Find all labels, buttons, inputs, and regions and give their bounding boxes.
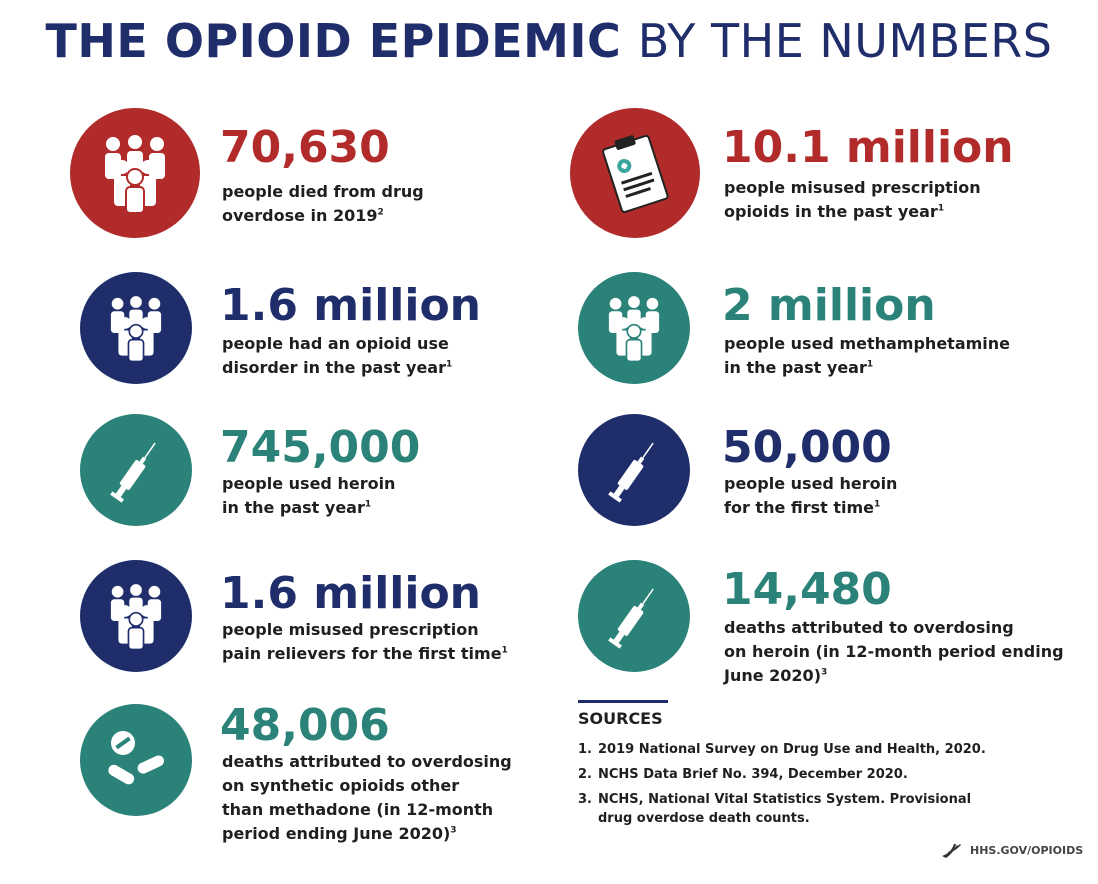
- stat-description: people misused prescription opioids in t…: [724, 178, 981, 221]
- stat-number: 1.6 million: [220, 568, 481, 619]
- sources-heading: SOURCES: [578, 709, 663, 728]
- clipboard-icon: [570, 108, 700, 238]
- stat-description: people had an opioid use disorder in the…: [222, 334, 453, 377]
- people-icon: [80, 560, 192, 672]
- stat-description: people misused prescription pain relieve…: [222, 620, 508, 663]
- stat-number: 2 million: [722, 280, 936, 331]
- footer-text: HHS.GOV/OPIOIDS: [970, 843, 1084, 857]
- people-icon: [80, 272, 192, 384]
- stat-deaths-2019: 70,630 people died from drug overdose in…: [70, 108, 550, 248]
- sources-section: SOURCES 1. 2019 National Survey on Drug …: [578, 700, 1038, 834]
- hhs-eagle-icon: [942, 844, 961, 858]
- source-item: 1. 2019 National Survey on Drug Use and …: [578, 742, 986, 757]
- stat-description: people died from drug overdose in 20192: [222, 182, 424, 225]
- sources-divider: [578, 700, 668, 703]
- page-title: THE OPIOID EPIDEMIC BY THE NUMBERS: [0, 14, 1098, 68]
- stat-heroin-past-year: 745,000 people used heroin in the past y…: [80, 414, 560, 554]
- stat-number: 745,000: [220, 422, 421, 473]
- title-bold: THE OPIOID EPIDEMIC: [45, 14, 622, 68]
- stat-number: 1.6 million: [220, 280, 481, 331]
- stat-number: 14,480: [722, 564, 892, 615]
- stat-number: 10.1 million: [722, 122, 1014, 173]
- people-icon: [70, 108, 200, 238]
- syringe-icon: [578, 560, 690, 672]
- footer-hhs-link[interactable]: HHS.GOV/OPIOIDS: [940, 840, 1083, 860]
- stat-description: deaths attributed to overdosing on heroi…: [724, 618, 1064, 685]
- source-item: 2. NCHS Data Brief No. 394, December 202…: [578, 767, 908, 782]
- stat-description: people used methamphetamine in the past …: [724, 334, 1011, 377]
- stat-number: 48,006: [220, 700, 390, 751]
- stat-description: people used heroin in the past year1: [222, 474, 396, 517]
- stat-description: people used heroin for the first time1: [724, 474, 898, 517]
- stat-misused-pain-relievers: 1.6 million people misused prescription …: [80, 560, 560, 700]
- stat-description: deaths attributed to overdosing on synth…: [222, 752, 512, 843]
- stat-misused-rx-opioids: 10.1 million people misused prescription…: [570, 108, 1070, 248]
- stat-heroin-first-time: 50,000 people used heroin for the first …: [578, 414, 1078, 554]
- pills-icon: [80, 704, 192, 816]
- stat-oud-past-year: 1.6 million people had an opioid use dis…: [80, 272, 560, 412]
- stat-synthetic-opioid-deaths: 48,006 deaths attributed to overdosing o…: [80, 704, 560, 844]
- source-item: 3. NCHS, National Vital Statistics Syste…: [578, 792, 972, 826]
- stat-number: 70,630: [220, 122, 390, 173]
- syringe-icon: [578, 414, 690, 526]
- stat-methamphetamine: 2 million people used methamphetamine in…: [578, 272, 1078, 412]
- stat-number: 50,000: [722, 422, 892, 473]
- syringe-icon: [80, 414, 192, 526]
- title-light: BY THE NUMBERS: [637, 14, 1053, 68]
- stat-heroin-deaths: 14,480 deaths attributed to overdosing o…: [578, 560, 1078, 700]
- people-icon: [578, 272, 690, 384]
